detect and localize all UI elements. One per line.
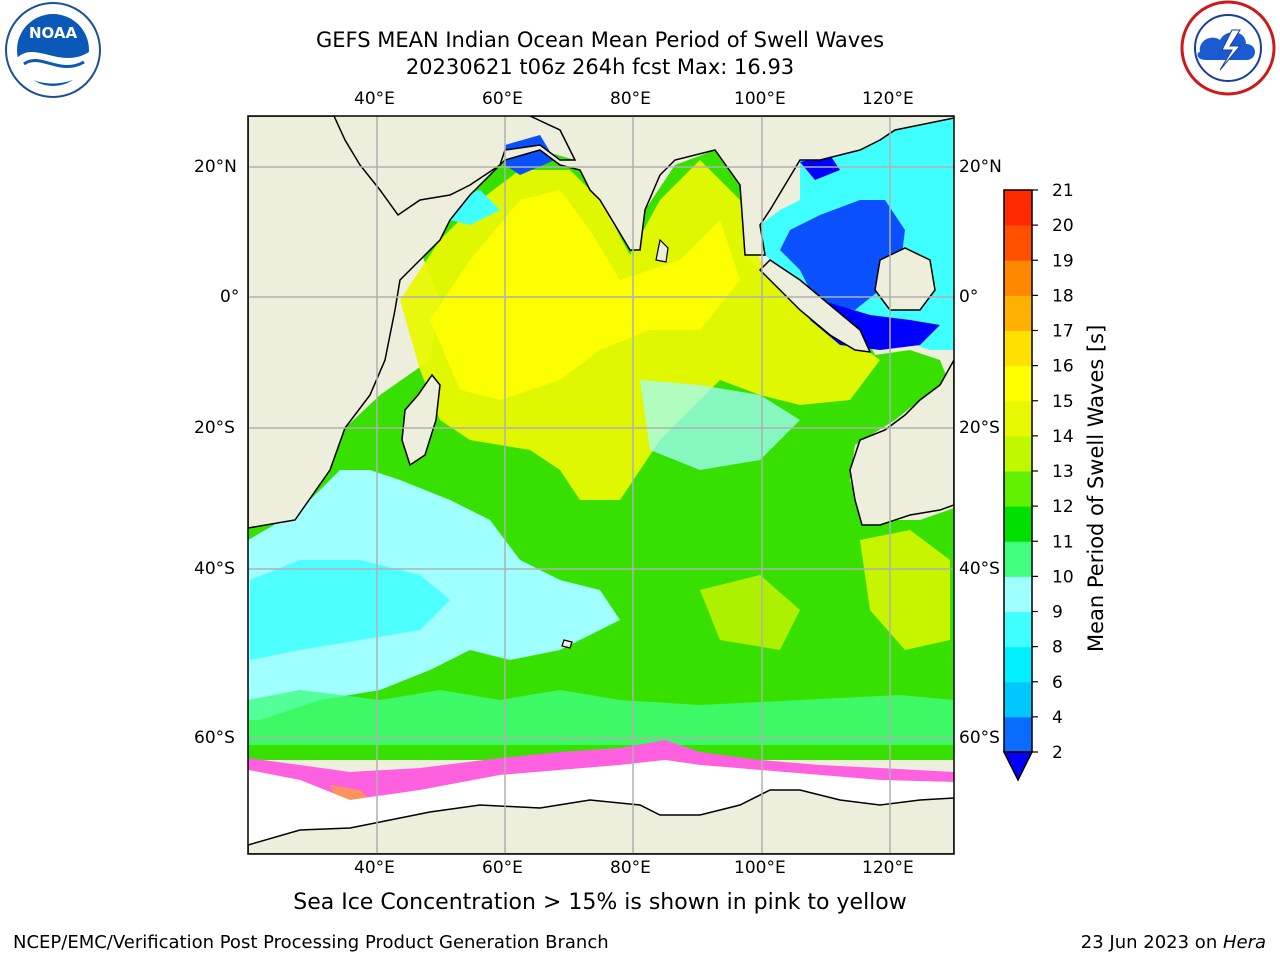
- lat-label-right-20n: 20°N: [959, 157, 1002, 177]
- footer-credit: NCEP/EMC/Verification Post Processing Pr…: [13, 932, 609, 953]
- colorbar-segment: [1004, 435, 1032, 472]
- colorbar-segment: [1004, 646, 1032, 683]
- colorbar-segment: [1004, 471, 1032, 507]
- colorbar-label: Mean Period of Swell Waves [s]: [1084, 324, 1108, 652]
- lon-label-bottom-60e: 60°E: [482, 858, 523, 878]
- colorbar-segment: [1004, 330, 1032, 367]
- noaa-logo-text: NOAA: [29, 24, 78, 42]
- map-title: GEFS MEAN Indian Ocean Mean Period of Sw…: [315, 28, 885, 52]
- lat-label-left-40s: 40°S: [194, 559, 235, 579]
- colorbar-tick-label: 15: [1052, 392, 1074, 412]
- colorbar-tick-label: 9: [1052, 603, 1063, 623]
- footer-host: Hera: [1222, 932, 1266, 953]
- colorbar-tick-label: 19: [1052, 251, 1074, 271]
- colorbar-tick-label: 2: [1052, 743, 1063, 763]
- colorbar-tick-label: 17: [1052, 322, 1074, 342]
- colorbar-segment: [1004, 541, 1032, 577]
- colorbar-tick-label: 20: [1052, 216, 1074, 236]
- nws-logo: [1180, 0, 1276, 96]
- colorbar-tick-label: 8: [1052, 638, 1063, 658]
- colorbar-tick-label: 16: [1052, 357, 1074, 377]
- sea-ice-edge: [248, 740, 954, 800]
- colorbar-tick-label: 14: [1052, 427, 1074, 447]
- lat-label-left-20s: 20°S: [194, 418, 235, 438]
- colorbar-segment: [1004, 225, 1032, 261]
- lat-label-left-20n: 20°N: [194, 157, 237, 177]
- lon-label-top-40e: 40°E: [354, 89, 395, 109]
- colorbar-tick-label: 6: [1052, 673, 1063, 693]
- lat-label-left-0: 0°: [220, 287, 240, 307]
- lon-label-top-60e: 60°E: [482, 89, 523, 109]
- colorbar-tick-label: 12: [1052, 497, 1074, 517]
- colorbar-extend-arrow: [1002, 751, 1034, 782]
- colorbar-tick-label: 21: [1052, 181, 1074, 201]
- footer-date: 23 Jun 2023 on Hera: [1081, 932, 1266, 953]
- colorbar-segment: [1004, 365, 1032, 402]
- lon-label-top-120e: 120°E: [862, 89, 914, 109]
- noaa-logo: NOAA: [5, 2, 101, 98]
- colorbar-segment: [1004, 400, 1032, 437]
- lat-label-right-20s: 20°S: [959, 418, 1000, 438]
- lon-label-top-100e: 100°E: [734, 89, 786, 109]
- lat-label-left-60s: 60°S: [194, 728, 235, 748]
- lat-label-right-0: 0°: [959, 287, 979, 307]
- sea-ice-caption: Sea Ice Concentration > 15% is shown in …: [293, 890, 907, 915]
- colorbar-segment: [1004, 576, 1032, 612]
- gridlines: [248, 116, 954, 854]
- colorbar-tick-label: 13: [1052, 462, 1074, 482]
- madagascar: [401, 373, 441, 467]
- lat-label-right-40s: 40°S: [959, 559, 1000, 579]
- colorbar-segment: [1004, 611, 1032, 648]
- colorbar-segment: [1004, 260, 1032, 296]
- colorbar-tick-label: 10: [1052, 567, 1074, 587]
- borneo: [874, 247, 936, 311]
- antarctica-land: [248, 789, 954, 854]
- colorbar-segment: [1004, 681, 1032, 718]
- colorbar-segment: [1004, 190, 1032, 226]
- colorbar-tick-label: 11: [1052, 532, 1074, 552]
- lon-label-bottom-120e: 120°E: [862, 858, 914, 878]
- colorbar: 2 4 6 8 9 10 11 12 13 14 15 16 17 18 19 20 21: [1002, 181, 1074, 782]
- lon-label-top-80e: 80°E: [610, 89, 651, 109]
- colorbar-segment: [1004, 716, 1032, 753]
- colorbar-segment: [1004, 295, 1032, 331]
- map-plot-area: [248, 116, 954, 854]
- colorbar-tick-label: 4: [1052, 708, 1063, 728]
- footer-date-text: 23 Jun 2023 on: [1080, 932, 1223, 953]
- map-frame: [247, 115, 955, 855]
- map-subtitle: 20230621 t06z 264h fcst Max: 16.93: [405, 55, 795, 79]
- sri-lanka: [655, 238, 669, 263]
- colorbar-segment: [1004, 506, 1032, 542]
- lon-label-bottom-100e: 100°E: [734, 858, 786, 878]
- lat-label-right-60s: 60°S: [959, 728, 1000, 748]
- colorbar-tick-label: 18: [1052, 286, 1074, 306]
- australia: [849, 358, 954, 526]
- africa-arabia: [248, 116, 954, 529]
- lon-label-bottom-80e: 80°E: [610, 858, 651, 878]
- lon-label-bottom-40e: 40°E: [354, 858, 395, 878]
